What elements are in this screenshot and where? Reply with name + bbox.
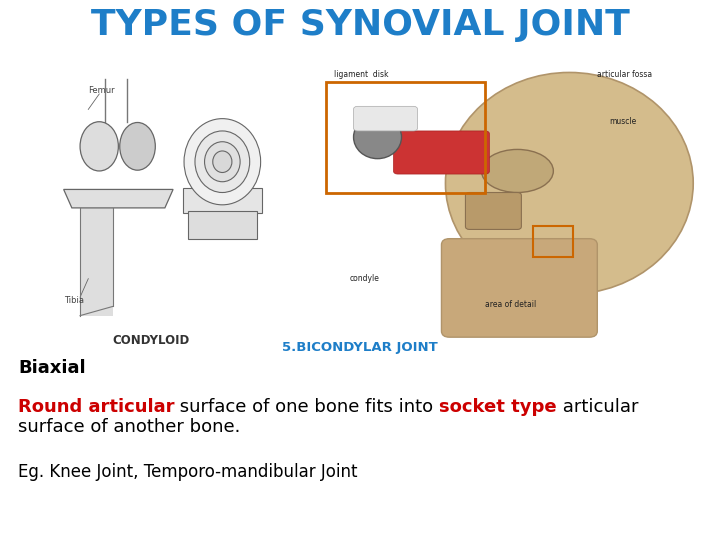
Text: articular: articular xyxy=(557,398,639,416)
Text: Biaxial: Biaxial xyxy=(18,359,86,377)
Ellipse shape xyxy=(80,122,118,171)
Text: Tibia: Tibia xyxy=(63,296,84,305)
Text: Eg. Knee Joint, Temporo-mandibular Joint: Eg. Knee Joint, Temporo-mandibular Joint xyxy=(18,463,358,481)
Circle shape xyxy=(195,131,250,192)
Text: area of detail: area of detail xyxy=(485,300,536,309)
Bar xyxy=(325,82,485,192)
FancyBboxPatch shape xyxy=(465,192,521,230)
Text: Femur: Femur xyxy=(89,86,115,96)
Text: Round articular: Round articular xyxy=(18,398,174,416)
Ellipse shape xyxy=(120,123,156,170)
Text: socket type: socket type xyxy=(439,398,557,416)
Text: TYPES OF SYNOVIAL JOINT: TYPES OF SYNOVIAL JOINT xyxy=(91,8,629,42)
Text: CONDYLOID: CONDYLOID xyxy=(112,334,190,347)
Text: surface of another bone.: surface of another bone. xyxy=(18,418,240,436)
Circle shape xyxy=(204,141,240,182)
FancyBboxPatch shape xyxy=(394,131,490,174)
Circle shape xyxy=(213,151,232,172)
Ellipse shape xyxy=(482,150,554,192)
Ellipse shape xyxy=(446,72,693,294)
FancyBboxPatch shape xyxy=(354,106,418,131)
Text: 5.BICONDYLAR JOINT: 5.BICONDYLAR JOINT xyxy=(282,341,438,354)
Bar xyxy=(534,226,573,257)
Text: surface of one bone fits into: surface of one bone fits into xyxy=(174,398,439,416)
FancyBboxPatch shape xyxy=(441,239,598,337)
Text: muscle: muscle xyxy=(609,117,636,126)
Text: condyle: condyle xyxy=(350,274,379,283)
Circle shape xyxy=(184,119,261,205)
Ellipse shape xyxy=(354,116,402,159)
FancyBboxPatch shape xyxy=(188,211,256,239)
FancyBboxPatch shape xyxy=(183,188,262,213)
Text: articular fossa: articular fossa xyxy=(598,70,652,78)
Text: ligament  disk: ligament disk xyxy=(333,70,388,78)
Polygon shape xyxy=(63,190,173,208)
